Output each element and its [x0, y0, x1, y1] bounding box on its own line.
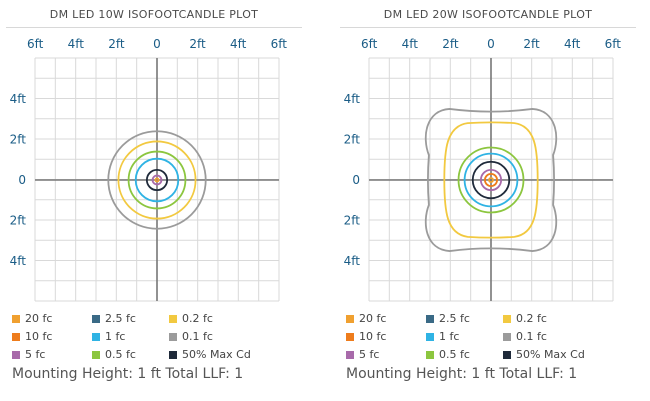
legend-label: 2.5 fc	[105, 312, 136, 325]
legend-swatch	[92, 333, 100, 341]
legend-swatch	[12, 351, 20, 359]
legend-swatch	[503, 351, 511, 359]
legend-label: 0.1 fc	[182, 330, 213, 343]
x-tick-label: 6ft	[361, 37, 378, 51]
x-tick-label: 4ft	[230, 37, 247, 51]
y-tick-label: 2ft	[10, 214, 27, 228]
y-tick-label: 0	[18, 173, 26, 187]
legend-label: 5 fc	[359, 348, 380, 361]
title-divider	[340, 27, 636, 28]
legend-swatch	[92, 351, 100, 359]
contour-0-2-fc	[117, 140, 197, 220]
contour-0-5-fc	[127, 150, 187, 210]
legend-label: 0.2 fc	[182, 312, 213, 325]
legend-swatch	[426, 315, 434, 323]
contour-1-fc	[463, 152, 519, 208]
x-tick-label: 4ft	[402, 37, 419, 51]
legend-label: 0.2 fc	[516, 312, 547, 325]
x-tick-label: 2ft	[108, 37, 125, 51]
legend-swatch	[346, 351, 354, 359]
contour-5-fc	[479, 168, 503, 192]
contour-50pct-max-cd	[145, 168, 169, 192]
x-tick-label: 6ft	[27, 37, 44, 51]
isofootcandle-plot: 6ft 4ft 2ft 0 2ft 4ft 6ft 4ft 2ft 0 2ft 4ft	[344, 37, 622, 302]
legend-label: 1 fc	[105, 330, 126, 343]
contour-0-5-fc	[457, 146, 525, 214]
contour-0-2-fc	[443, 121, 539, 239]
legend-label: 50% Max Cd	[516, 348, 585, 361]
chart-title: DM LED 20W ISOFOOTCANDLE PLOT	[383, 8, 593, 21]
contour-10-fc	[484, 173, 498, 187]
y-tick-label: 2ft	[10, 132, 27, 146]
legend-label: 20 fc	[25, 312, 53, 325]
chart-title: DM LED 10W ISOFOOTCANDLE PLOT	[49, 8, 259, 21]
legend-swatch	[426, 333, 434, 341]
x-tick-label: 6ft	[271, 37, 288, 51]
legend-swatch	[426, 351, 434, 359]
x-tick-label: 2ft	[189, 37, 206, 51]
legend-swatch	[12, 315, 20, 323]
legend-swatch	[346, 333, 354, 341]
contour-50pct-max-cd	[471, 160, 511, 200]
y-tick-label: 0	[352, 173, 360, 187]
legend-label: 5 fc	[25, 348, 46, 361]
legend-label: 0.5 fc	[105, 348, 136, 361]
contour-0-1-fc	[424, 108, 558, 252]
legend-label: 0.5 fc	[439, 348, 470, 361]
legend-label: 10 fc	[359, 330, 387, 343]
y-tick-label: 4ft	[344, 254, 361, 268]
x-tick-label: 4ft	[68, 37, 85, 51]
legend-label: 50% Max Cd	[182, 348, 251, 361]
legend-swatch	[169, 333, 177, 341]
x-tick-label: 2ft	[523, 37, 540, 51]
mounting-info: Mounting Height: 1 ft Total LLF: 1	[346, 366, 578, 382]
mounting-info: Mounting Height: 1 ft Total LLF: 1	[12, 366, 244, 382]
legend-swatch	[92, 315, 100, 323]
contour-20-fc	[488, 177, 494, 183]
y-tick-label: 4ft	[10, 254, 27, 268]
contour-0-1-fc	[107, 130, 207, 230]
legend-label: 0.1 fc	[516, 330, 547, 343]
x-tick-label: 4ft	[564, 37, 581, 51]
x-tick-label: 6ft	[605, 37, 622, 51]
legend-swatch	[169, 351, 177, 359]
contour-1-fc	[134, 157, 180, 203]
legend-swatch	[503, 315, 511, 323]
x-tick-label: 2ft	[442, 37, 459, 51]
legend-label: 2.5 fc	[439, 312, 470, 325]
contour-5-fc	[151, 174, 163, 186]
y-tick-label: 4ft	[344, 92, 361, 106]
legend-label: 1 fc	[439, 330, 460, 343]
legend-label: 10 fc	[25, 330, 53, 343]
title-divider	[6, 27, 302, 28]
contour-20-fc	[154, 177, 160, 183]
isofootcandle-plot: 6ft 4ft 2ft 0 2ft 4ft 6ft 4ft 2ft 0 2ft 4ft	[10, 37, 288, 302]
y-tick-label: 2ft	[344, 214, 361, 228]
x-tick-label: 0	[487, 37, 495, 51]
y-tick-label: 2ft	[344, 132, 361, 146]
legend-label: 20 fc	[359, 312, 387, 325]
legend-swatch	[346, 315, 354, 323]
plot-panel-20w: DM LED 20W ISOFOOTCANDLE PLOT 6ft 4ft 2ft 0…	[338, 0, 638, 401]
x-tick-label: 0	[153, 37, 161, 51]
legend-swatch	[12, 333, 20, 341]
legend-swatch	[169, 315, 177, 323]
legend-swatch	[503, 333, 511, 341]
plot-panel-10w: DM LED 10W ISOFOOTCANDLE PLOT 6ft 4ft 2ft 0…	[4, 0, 304, 401]
y-tick-label: 4ft	[10, 92, 27, 106]
